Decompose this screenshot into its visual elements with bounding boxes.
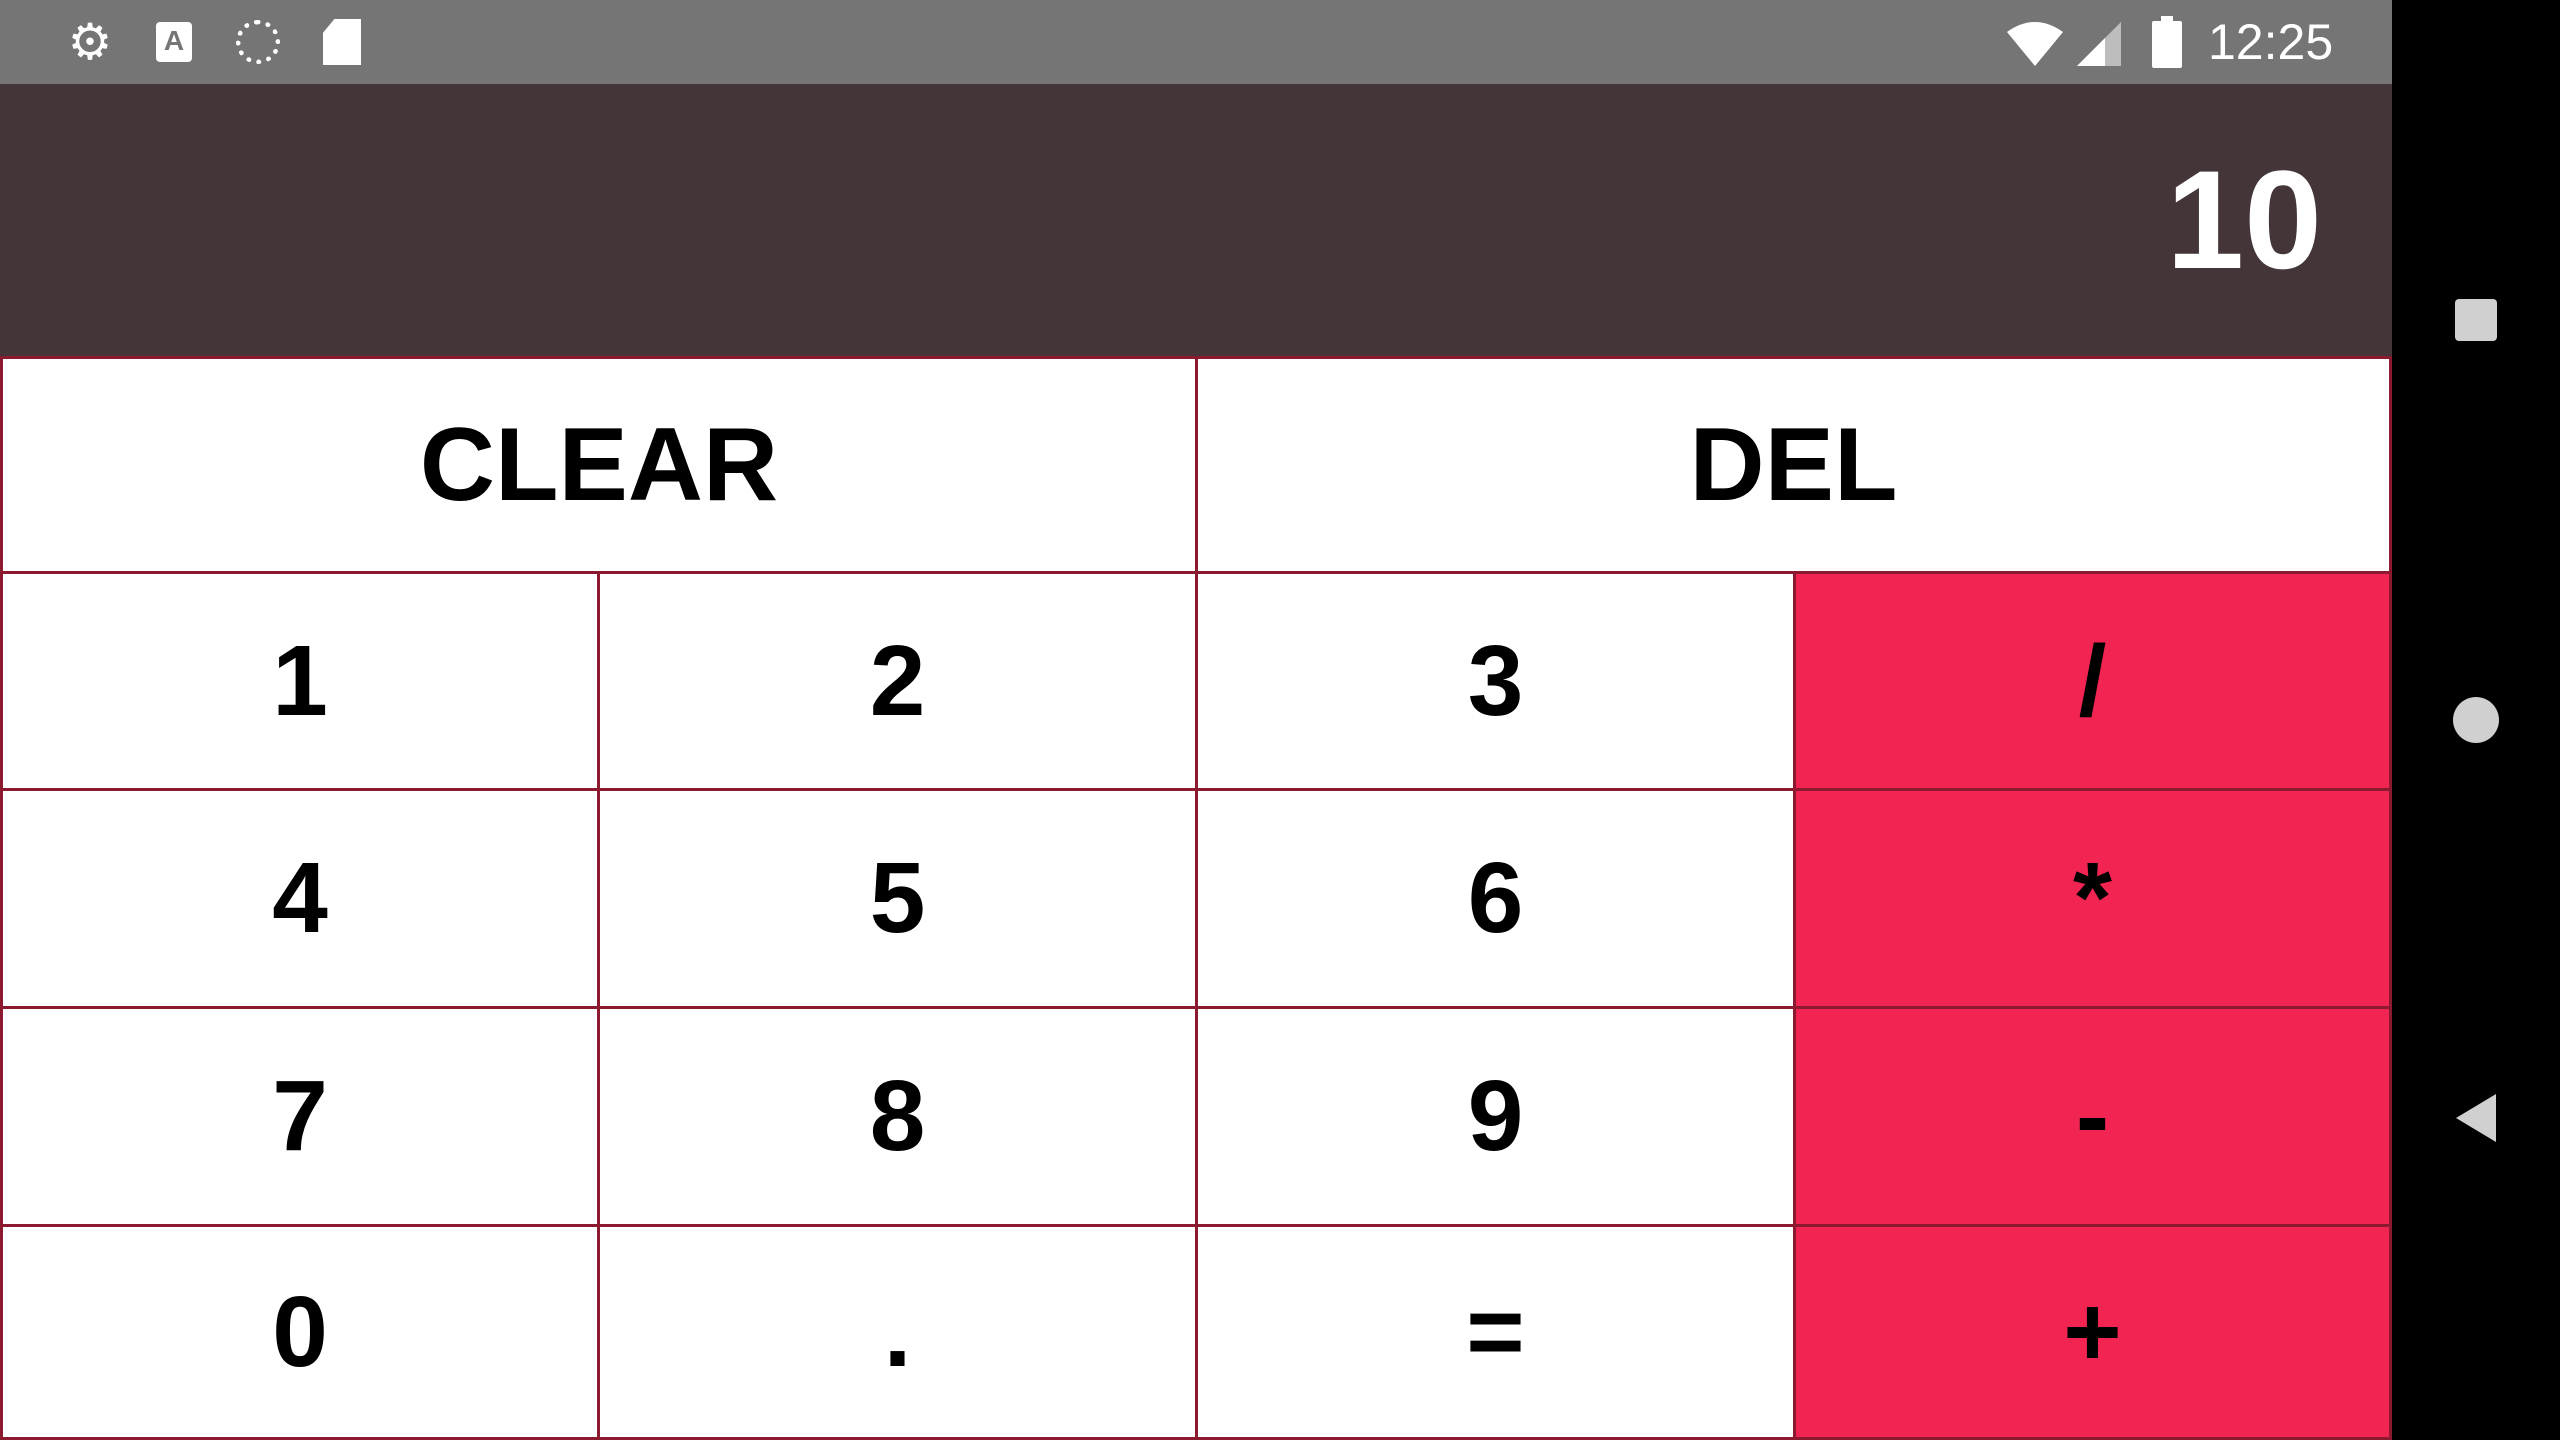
digit-7-button[interactable]: 7 bbox=[0, 1006, 600, 1227]
display-value: 10 bbox=[2166, 141, 2322, 298]
digit-6-button[interactable]: 6 bbox=[1195, 788, 1796, 1009]
digit-3-button[interactable]: 3 bbox=[1195, 571, 1796, 791]
navigation-bar bbox=[2392, 0, 2560, 1440]
divide-button[interactable]: / bbox=[1793, 571, 2392, 791]
recents-square-icon bbox=[2455, 299, 2497, 341]
digit-2-button[interactable]: 2 bbox=[597, 571, 1198, 791]
gear-icon: ⚙ bbox=[67, 14, 113, 70]
calculator-display: 10 bbox=[0, 84, 2392, 356]
keypad: CLEAR DEL 1 2 3 / 4 5 6 * 7 8 9 - 0 . = … bbox=[0, 356, 2392, 1440]
back-triangle-icon bbox=[2456, 1094, 2496, 1142]
digit-1-button[interactable]: 1 bbox=[0, 571, 600, 791]
equals-button[interactable]: = bbox=[1195, 1224, 1796, 1440]
digit-5-button[interactable]: 5 bbox=[597, 788, 1198, 1009]
keyboard-a-icon: A bbox=[150, 18, 198, 66]
digit-9-button[interactable]: 9 bbox=[1195, 1006, 1796, 1227]
back-button[interactable] bbox=[2392, 1058, 2560, 1178]
clear-button[interactable]: CLEAR bbox=[0, 356, 1198, 574]
home-circle-icon bbox=[2453, 697, 2499, 743]
battery-icon bbox=[2152, 16, 2182, 68]
sync-icon bbox=[234, 18, 282, 66]
recents-button[interactable] bbox=[2392, 260, 2560, 380]
digit-4-button[interactable]: 4 bbox=[0, 788, 600, 1009]
home-button[interactable] bbox=[2392, 660, 2560, 780]
wifi-icon bbox=[2007, 22, 2063, 66]
sd-card-icon bbox=[318, 18, 366, 66]
status-clock: 12:25 bbox=[2208, 14, 2334, 70]
decimal-point-button[interactable]: . bbox=[597, 1224, 1198, 1440]
digit-8-button[interactable]: 8 bbox=[597, 1006, 1198, 1227]
multiply-button[interactable]: * bbox=[1793, 788, 2392, 1009]
digit-0-button[interactable]: 0 bbox=[0, 1224, 600, 1440]
minus-button[interactable]: - bbox=[1793, 1006, 2392, 1227]
status-bar: ⚙ A 12:25 bbox=[0, 0, 2392, 84]
delete-button[interactable]: DEL bbox=[1195, 356, 2392, 574]
cell-signal-icon bbox=[2077, 22, 2121, 66]
plus-button[interactable]: + bbox=[1793, 1224, 2392, 1440]
